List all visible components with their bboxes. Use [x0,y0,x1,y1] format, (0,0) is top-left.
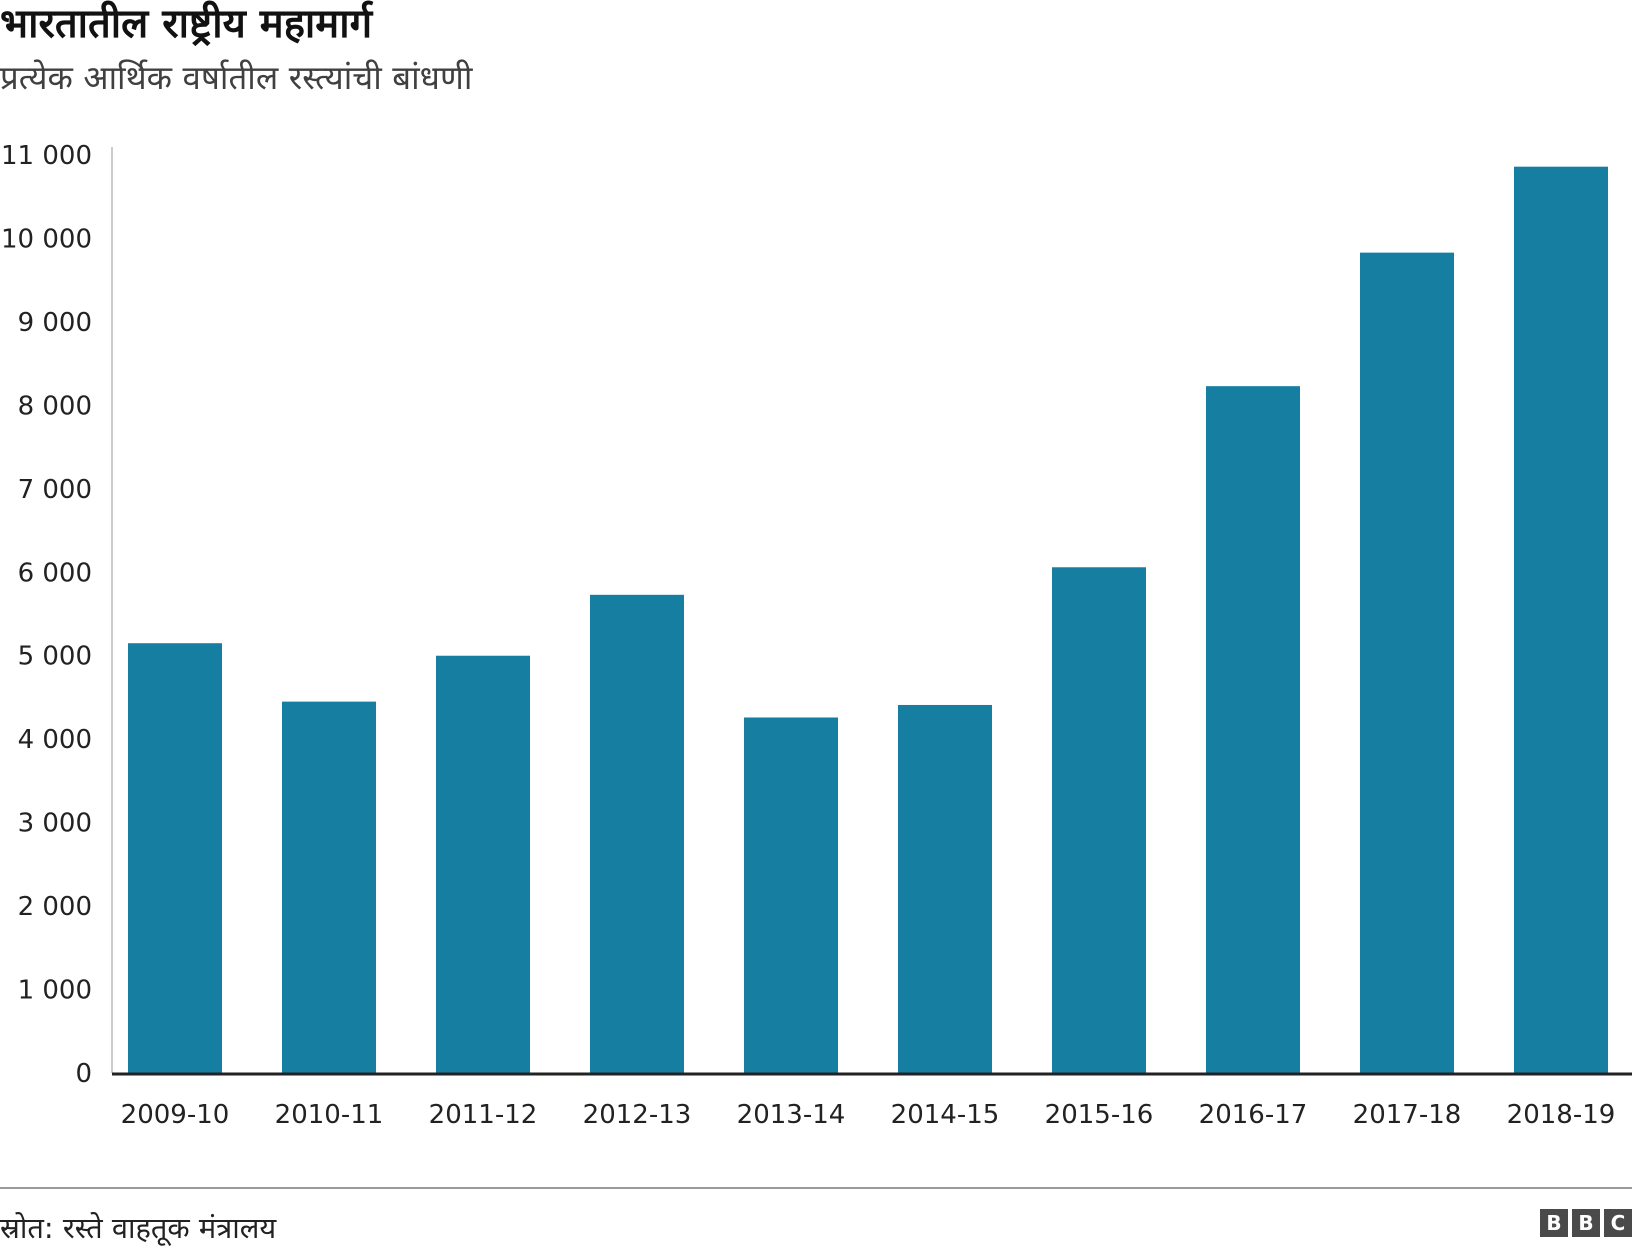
x-axis-ticks: 2009-10 2010-11 2011-12 2012-13 2013-14 2014-… [121,1100,1616,1130]
y-tick-label: 4 000 [18,725,92,755]
x-tick-label: 2017-18 [1353,1100,1462,1130]
bar [744,717,838,1073]
y-tick-label: 10 000 [1,224,92,254]
y-axis-ticks: 0 1 000 2 000 3 000 4 000 5 000 6 000 7 000 8 00… [1,141,92,1089]
x-tick-label: 2009-10 [121,1100,230,1130]
x-tick-label: 2014-15 [891,1100,1000,1130]
logo-letter: C [1604,1209,1632,1237]
y-tick-label: 3 000 [18,809,92,839]
x-tick-label: 2012-13 [583,1100,692,1130]
bar [436,655,530,1073]
y-tick-label: 7 000 [18,475,92,505]
chart-title: भारतातील राष्ट्रीय महामार्ग [0,1,373,47]
y-tick-label: 8 000 [18,391,92,421]
bar [1052,567,1146,1073]
bar [590,594,684,1073]
y-tick-label: 1 000 [18,976,92,1006]
chart-subtitle: प्रत्येक आर्थिक वर्षातील रस्त्यांची बांध… [0,58,473,97]
y-tick-label: 11 000 [1,141,92,171]
footer-divider [0,1187,1632,1189]
y-tick-label: 5 000 [18,642,92,672]
bar [1206,386,1300,1074]
bar [128,643,222,1073]
x-tick-label: 2015-16 [1045,1100,1154,1130]
logo-letter: B [1572,1209,1600,1237]
source-note: स्रोत: रस्ते वाहतूक मंत्रालय [0,1211,277,1245]
bbc-logo: B B C [1540,1209,1632,1237]
bar-chart: 0 1 000 2 000 3 000 4 000 5 000 6 000 7 000 8 00… [1,141,1632,1130]
x-tick-label: 2010-11 [275,1100,384,1130]
x-tick-label: 2016-17 [1199,1100,1308,1130]
y-tick-label: 6 000 [18,558,92,588]
bar [898,704,992,1073]
bar [282,701,376,1073]
bars [128,166,1608,1074]
y-tick-label: 2 000 [18,892,92,922]
x-tick-label: 2018-19 [1507,1100,1616,1130]
y-tick-label: 9 000 [18,308,92,338]
bar [1360,252,1454,1073]
x-tick-label: 2013-14 [737,1100,846,1130]
x-tick-label: 2011-12 [429,1100,538,1130]
bar [1514,166,1608,1073]
logo-letter: B [1540,1209,1568,1237]
y-tick-label: 0 [75,1059,92,1089]
